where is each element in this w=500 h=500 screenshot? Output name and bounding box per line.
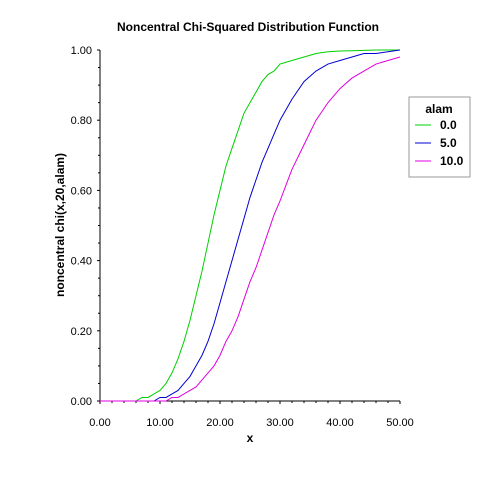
x-tick-label: 30.00 bbox=[266, 417, 294, 429]
legend-title: alam bbox=[425, 102, 452, 116]
legend-entry-label: 10.0 bbox=[440, 154, 464, 168]
x-tick-label: 40.00 bbox=[326, 417, 354, 429]
y-tick-label: 0.00 bbox=[71, 396, 92, 408]
legend-entry-label: 0.0 bbox=[440, 118, 457, 132]
legend: alam 0.0 5.0 10.0 bbox=[408, 96, 471, 178]
axes: 0.00 10.00 20.00 30.00 40.00 50.00 0.00 0.20 0.4… bbox=[71, 45, 414, 429]
y-tick-label: 1.00 bbox=[71, 45, 92, 57]
x-tick-label: 10.00 bbox=[146, 417, 174, 429]
y-axis-label: noncentral chi(x,20,alam) bbox=[53, 153, 67, 297]
chart-title: Noncentral Chi-Squared Distribution Func… bbox=[117, 20, 379, 34]
series-line-1 bbox=[100, 49, 400, 402]
x-tick-label: 0.00 bbox=[89, 417, 110, 429]
y-tick-label: 0.80 bbox=[71, 115, 92, 127]
x-tick-label: 20.00 bbox=[206, 417, 234, 429]
series-line-3 bbox=[100, 56, 401, 402]
plot-lines bbox=[100, 49, 401, 402]
y-tick-label: 0.40 bbox=[71, 256, 92, 268]
x-tick-label: 50.00 bbox=[386, 417, 414, 429]
x-axis-label: x bbox=[247, 431, 254, 445]
legend-box bbox=[408, 96, 471, 178]
y-tick-label: 0.60 bbox=[71, 185, 92, 197]
legend-entry-label: 5.0 bbox=[440, 136, 457, 150]
series-line-2 bbox=[100, 49, 401, 402]
y-tick-label: 0.20 bbox=[71, 326, 92, 338]
